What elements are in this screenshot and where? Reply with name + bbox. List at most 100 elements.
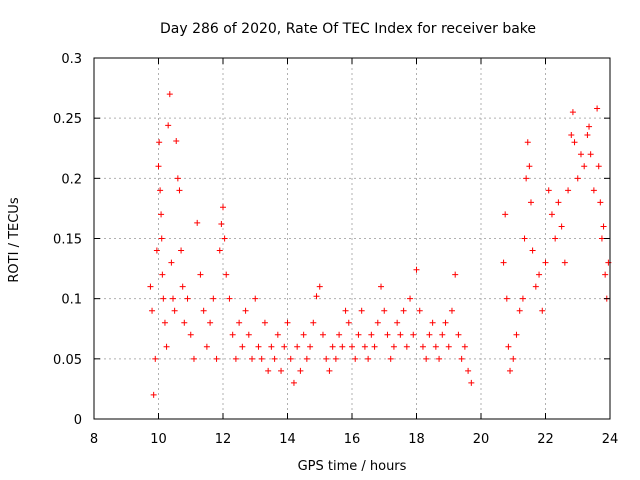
data-point — [574, 175, 581, 182]
x-tick-label: 22 — [537, 432, 554, 447]
data-point — [290, 379, 297, 386]
data-point — [523, 175, 530, 182]
data-point — [442, 319, 449, 326]
data-point — [552, 235, 559, 242]
data-point — [527, 199, 534, 206]
data-point — [294, 343, 301, 350]
data-point — [600, 223, 607, 230]
data-point — [416, 307, 423, 314]
data-point — [423, 355, 430, 362]
data-point — [218, 221, 225, 228]
data-point — [542, 259, 549, 266]
data-point — [577, 151, 584, 158]
data-point — [455, 331, 462, 338]
data-point — [439, 331, 446, 338]
data-point — [150, 391, 157, 398]
data-point — [371, 343, 378, 350]
data-point — [526, 163, 533, 170]
data-point — [410, 331, 417, 338]
data-point — [565, 187, 572, 194]
data-point — [163, 343, 170, 350]
data-point — [168, 259, 175, 266]
data-point — [179, 283, 186, 290]
data-point — [345, 319, 352, 326]
data-point — [319, 331, 326, 338]
data-point — [355, 331, 362, 338]
data-point — [223, 271, 230, 278]
data-point — [284, 319, 291, 326]
data-point — [503, 295, 510, 302]
y-tick-label: 0.1 — [61, 293, 82, 308]
data-point — [561, 259, 568, 266]
data-point — [187, 331, 194, 338]
y-tick-label: 0.05 — [53, 353, 82, 368]
data-point — [221, 235, 228, 242]
y-tick-label: 0.2 — [61, 172, 82, 187]
data-point — [548, 211, 555, 218]
data-point — [184, 295, 191, 302]
data-point — [149, 307, 156, 314]
data-point — [242, 307, 249, 314]
data-point — [513, 331, 520, 338]
data-point — [178, 247, 185, 254]
data-point — [210, 295, 217, 302]
data-point — [156, 139, 163, 146]
data-point — [432, 343, 439, 350]
data-point — [220, 204, 226, 211]
data-point — [332, 355, 339, 362]
data-point — [252, 295, 259, 302]
data-point — [190, 355, 197, 362]
data-point — [161, 319, 168, 326]
data-points — [147, 91, 612, 398]
data-point — [281, 343, 288, 350]
data-point — [448, 307, 455, 314]
data-point — [507, 367, 514, 374]
data-point — [445, 343, 452, 350]
data-point — [265, 367, 272, 374]
data-point — [510, 355, 517, 362]
data-point — [394, 319, 401, 326]
data-point — [429, 319, 436, 326]
x-tick-label: 24 — [602, 432, 619, 447]
data-point — [539, 307, 546, 314]
data-point — [310, 319, 317, 326]
data-point — [602, 271, 609, 278]
data-point — [157, 187, 164, 194]
data-point — [536, 271, 543, 278]
x-axis-label: GPS time / hours — [298, 459, 407, 474]
data-point — [397, 331, 404, 338]
data-point — [300, 331, 307, 338]
data-point — [358, 307, 365, 314]
data-point — [374, 319, 381, 326]
data-point — [197, 271, 204, 278]
data-point — [545, 187, 552, 194]
x-axis-ticks: 8 10 12 14 16 18 20 22 24 — [90, 58, 618, 447]
data-point — [173, 138, 180, 145]
data-point — [226, 295, 233, 302]
data-point — [352, 355, 359, 362]
data-point — [313, 293, 320, 300]
data-point — [158, 235, 165, 242]
data-point — [519, 295, 526, 302]
data-point — [336, 331, 343, 338]
x-tick-label: 20 — [473, 432, 490, 447]
data-point — [307, 343, 314, 350]
data-point — [303, 355, 310, 362]
data-point — [216, 247, 223, 254]
data-point — [458, 355, 465, 362]
data-point — [595, 163, 602, 170]
data-point — [171, 307, 178, 314]
data-point — [170, 295, 177, 302]
data-point — [426, 331, 433, 338]
data-point — [361, 343, 368, 350]
data-point — [532, 283, 539, 290]
data-point — [461, 343, 468, 350]
data-point — [586, 123, 593, 130]
data-point — [568, 132, 575, 139]
data-point — [194, 219, 201, 226]
data-point — [581, 163, 588, 170]
data-point — [239, 343, 246, 350]
data-point — [529, 247, 536, 254]
data-point — [174, 175, 181, 182]
